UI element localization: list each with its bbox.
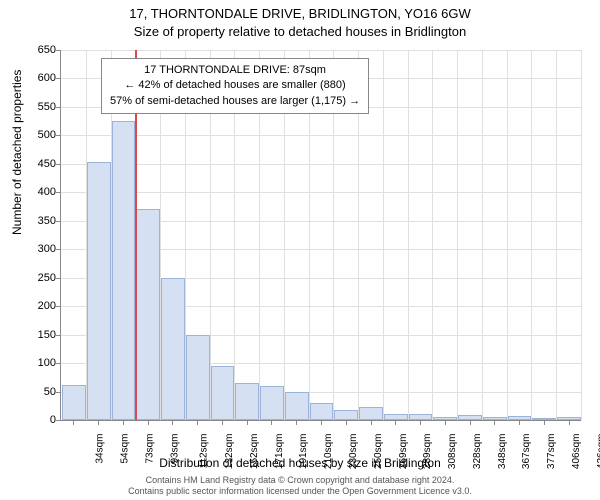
histogram-bar xyxy=(112,121,136,420)
annotation-line-2: ← 42% of detached houses are smaller (88… xyxy=(110,78,360,93)
grid-line-v xyxy=(531,50,532,420)
xtick-mark xyxy=(494,420,495,425)
xtick-mark xyxy=(544,420,545,425)
grid-line-v xyxy=(581,50,582,420)
ytick-mark xyxy=(56,278,61,279)
ytick-mark xyxy=(56,78,61,79)
ytick-label: 350 xyxy=(16,215,56,227)
ytick-label: 450 xyxy=(16,158,56,170)
histogram-bar xyxy=(235,383,259,420)
xtick-mark xyxy=(569,420,570,425)
xtick-mark xyxy=(247,420,248,425)
ytick-label: 500 xyxy=(16,129,56,141)
xtick-mark xyxy=(148,420,149,425)
ytick-label: 400 xyxy=(16,186,56,198)
ytick-label: 150 xyxy=(16,329,56,341)
histogram-bar xyxy=(334,410,358,420)
grid-line-v xyxy=(482,50,483,420)
annotation-line-1: 17 THORNTONDALE DRIVE: 87sqm xyxy=(110,63,360,78)
ytick-mark xyxy=(56,392,61,393)
footer-line-2: Contains public sector information licen… xyxy=(0,486,600,498)
grid-line-v xyxy=(507,50,508,420)
ytick-label: 100 xyxy=(16,357,56,369)
ytick-label: 550 xyxy=(16,101,56,113)
ytick-mark xyxy=(56,249,61,250)
histogram-bar xyxy=(310,403,334,420)
plot-area: 0501001502002503003504004505005506006503… xyxy=(60,50,581,421)
xtick-mark xyxy=(321,420,322,425)
xtick-mark xyxy=(346,420,347,425)
histogram-bar xyxy=(211,366,235,420)
y-axis-label: Number of detached properties xyxy=(10,70,24,235)
grid-line-h xyxy=(61,164,581,165)
xtick-mark xyxy=(519,420,520,425)
xtick-mark xyxy=(197,420,198,425)
xtick-mark xyxy=(123,420,124,425)
xtick-mark xyxy=(420,420,421,425)
ytick-label: 200 xyxy=(16,300,56,312)
chart-container: 17, THORNTONDALE DRIVE, BRIDLINGTON, YO1… xyxy=(0,0,600,500)
ytick-mark xyxy=(56,164,61,165)
histogram-bar xyxy=(62,385,86,420)
xtick-mark xyxy=(371,420,372,425)
annotation-line-3: 57% of semi-detached houses are larger (… xyxy=(110,94,360,109)
grid-line-v xyxy=(457,50,458,420)
histogram-bar xyxy=(359,407,383,420)
xtick-mark xyxy=(73,420,74,425)
grid-line-v xyxy=(432,50,433,420)
histogram-bar xyxy=(260,386,284,420)
xtick-mark xyxy=(445,420,446,425)
xtick-mark xyxy=(271,420,272,425)
grid-line-v xyxy=(408,50,409,420)
grid-line-v xyxy=(383,50,384,420)
ytick-label: 600 xyxy=(16,72,56,84)
ytick-mark xyxy=(56,335,61,336)
ytick-mark xyxy=(56,135,61,136)
xtick-mark xyxy=(470,420,471,425)
ytick-label: 50 xyxy=(16,386,56,398)
histogram-bar xyxy=(161,278,185,420)
ytick-mark xyxy=(56,221,61,222)
histogram-bar xyxy=(285,392,309,420)
ytick-label: 0 xyxy=(16,414,56,426)
title-line-2: Size of property relative to detached ho… xyxy=(0,24,600,39)
grid-line-h xyxy=(61,135,581,136)
grid-line-h xyxy=(61,192,581,193)
xtick-mark xyxy=(222,420,223,425)
footer: Contains HM Land Registry data © Crown c… xyxy=(0,475,600,498)
xtick-mark xyxy=(395,420,396,425)
ytick-mark xyxy=(56,363,61,364)
xtick-mark xyxy=(296,420,297,425)
title-line-1: 17, THORNTONDALE DRIVE, BRIDLINGTON, YO1… xyxy=(0,6,600,21)
grid-line-v xyxy=(556,50,557,420)
histogram-bar xyxy=(186,335,210,420)
ytick-label: 300 xyxy=(16,243,56,255)
grid-line-h xyxy=(61,50,581,51)
histogram-bar xyxy=(87,162,111,420)
ytick-mark xyxy=(56,306,61,307)
ytick-mark xyxy=(56,107,61,108)
x-axis-label: Distribution of detached houses by size … xyxy=(0,456,600,470)
histogram-bar xyxy=(136,209,160,420)
ytick-mark xyxy=(56,420,61,421)
ytick-mark xyxy=(56,192,61,193)
ytick-label: 250 xyxy=(16,272,56,284)
ytick-label: 650 xyxy=(16,44,56,56)
xtick-mark xyxy=(172,420,173,425)
footer-line-1: Contains HM Land Registry data © Crown c… xyxy=(0,475,600,487)
xtick-mark xyxy=(98,420,99,425)
ytick-mark xyxy=(56,50,61,51)
annotation-box: 17 THORNTONDALE DRIVE: 87sqm ← 42% of de… xyxy=(101,58,369,114)
